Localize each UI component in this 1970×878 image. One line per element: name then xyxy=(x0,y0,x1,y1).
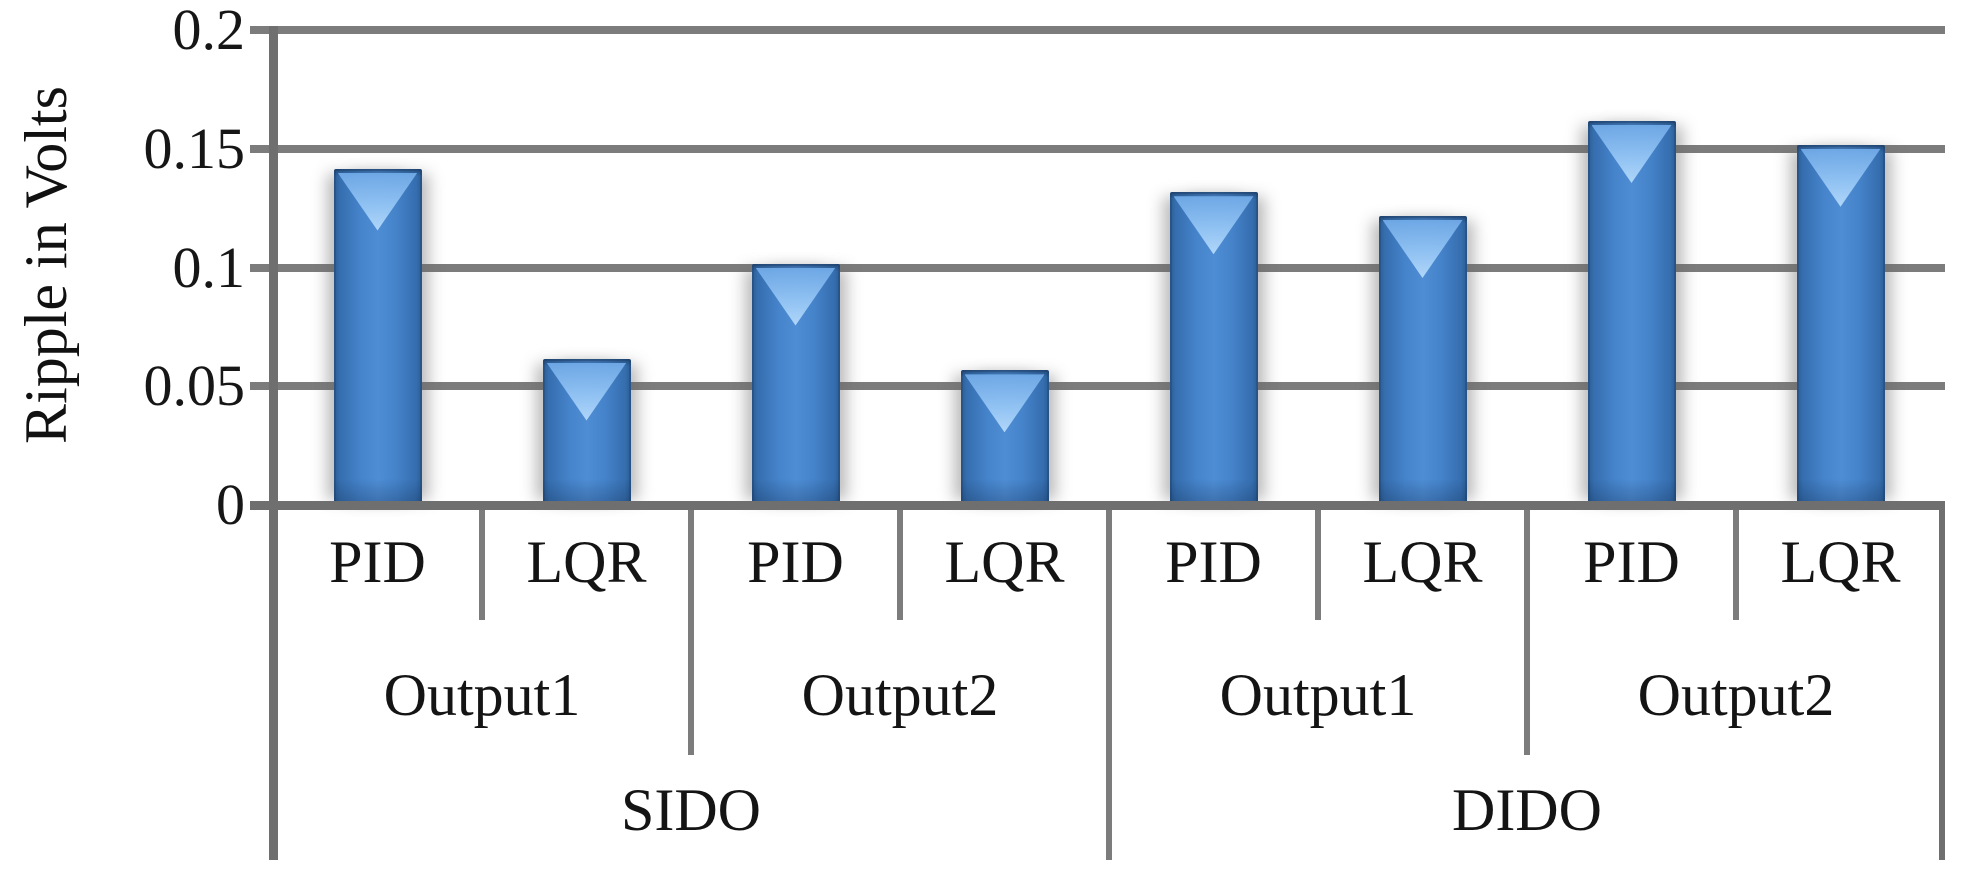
gridline xyxy=(273,263,1945,272)
y-tick-label: 0.2 xyxy=(172,0,246,62)
y-axis-line xyxy=(268,26,278,860)
output-label: Output1 xyxy=(1219,661,1417,728)
bar-gloss-highlight xyxy=(1382,220,1463,278)
controller-label: PID xyxy=(1583,529,1680,595)
controller-label: LQR xyxy=(944,529,1065,595)
bar-gloss-highlight xyxy=(337,172,418,231)
gridline xyxy=(273,144,1945,153)
category-divider xyxy=(1733,505,1739,620)
output-label: Output2 xyxy=(801,661,999,728)
bar xyxy=(960,370,1049,505)
bar-gloss-highlight xyxy=(1800,148,1881,207)
topology-label: DIDO xyxy=(1452,776,1602,843)
y-axis-title: Ripple in Volts xyxy=(13,86,79,444)
category-divider xyxy=(1106,505,1112,860)
bar xyxy=(1796,144,1885,505)
y-tick-label: 0.1 xyxy=(172,234,246,300)
y-tick-label: 0.15 xyxy=(143,115,246,181)
controller-label: PID xyxy=(329,529,426,595)
y-tick xyxy=(250,144,283,153)
category-divider xyxy=(479,505,485,620)
category-divider xyxy=(1524,505,1530,755)
y-tick xyxy=(250,382,283,391)
category-divider xyxy=(897,505,903,620)
y-tick-label: 0.05 xyxy=(143,353,246,419)
y-tick-label: 0 xyxy=(216,472,245,537)
topology-label: SIDO xyxy=(620,776,761,843)
gridline xyxy=(273,382,1945,391)
output-label: Output2 xyxy=(1637,661,1835,728)
category-divider xyxy=(688,505,694,755)
bar xyxy=(751,263,840,505)
bar-gloss-highlight xyxy=(964,374,1045,433)
output-label: Output1 xyxy=(383,661,581,728)
category-divider xyxy=(1315,505,1321,620)
y-tick xyxy=(250,26,283,34)
bar xyxy=(333,168,422,505)
chart-right-border xyxy=(1939,505,1945,860)
controller-label: LQR xyxy=(1780,529,1901,595)
bar-gloss-highlight xyxy=(1591,125,1672,183)
controller-label: LQR xyxy=(1362,529,1483,595)
controller-label: PID xyxy=(747,529,844,595)
gridline xyxy=(273,26,1945,34)
bar xyxy=(1378,216,1467,505)
controller-label: PID xyxy=(1165,529,1262,595)
y-tick xyxy=(250,263,283,272)
bar xyxy=(542,358,631,505)
controller-label: LQR xyxy=(526,529,647,595)
bar xyxy=(1169,192,1258,505)
bar-gloss-highlight xyxy=(755,267,836,326)
x-axis-line xyxy=(250,500,1945,510)
bar xyxy=(1587,121,1676,505)
bar-gloss-highlight xyxy=(1173,196,1254,255)
bar-gloss-highlight xyxy=(546,362,627,421)
